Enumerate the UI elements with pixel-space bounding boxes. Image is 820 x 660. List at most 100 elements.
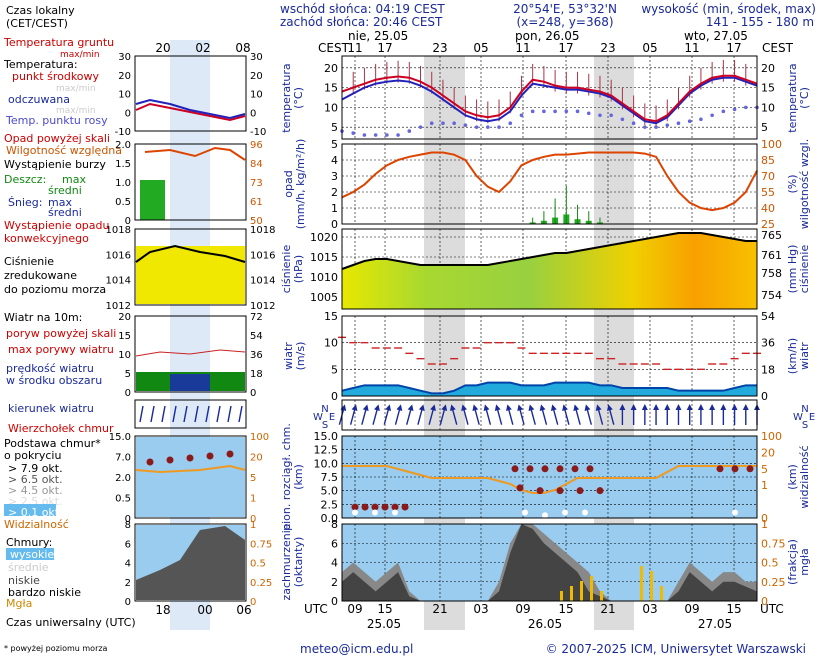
cloudiness-axis-title: (oktanty) (292, 537, 305, 588)
pressure-area (342, 233, 757, 309)
wind-tick: 0 (761, 390, 768, 403)
dew-point (530, 109, 535, 114)
wind-arrow-shaft (597, 407, 604, 425)
cloudiness-tick: 2 (331, 576, 338, 589)
legend-cl-high: wysokie (10, 548, 54, 561)
legend-panel-frame (134, 55, 247, 132)
wind-arrow (494, 404, 503, 425)
legend-tick: 36 (250, 350, 263, 361)
cloud-low-area (342, 524, 757, 601)
wind-arrow-head (396, 404, 403, 411)
hour-tick-top: 17 (558, 41, 573, 55)
cloud-tick: 0.0 (321, 512, 339, 525)
cloud-tick: 10.0 (314, 457, 339, 470)
fog-bar (590, 576, 593, 601)
temp-tick: 10 (761, 101, 775, 114)
hour-tick-bottom: 21 (432, 602, 447, 616)
dew-point (429, 121, 434, 125)
legend-tick: 2 (125, 578, 131, 589)
wind-arrow (472, 404, 480, 425)
legend-wind-arrow (227, 405, 232, 423)
wind-arrow-head (720, 404, 727, 410)
visibility-tick: 100 (761, 430, 782, 443)
legend-temp-felt: odczuwana (8, 93, 70, 106)
legend-tick: 1.0 (115, 178, 131, 189)
dew-point (732, 107, 737, 112)
legend-wind-dir: kierunek wiatru (8, 402, 94, 415)
pressure-tick: 1010 (310, 271, 338, 284)
cloud-base-dot (392, 509, 398, 516)
legend-wind-arrow (194, 405, 199, 423)
humidity-line (341, 151, 758, 212)
wind-arrow-head (675, 404, 682, 410)
wind-arrow (349, 404, 358, 425)
wind-arrow-shaft (586, 407, 593, 425)
wind-arrow-head (385, 404, 392, 411)
legend-panel-frame (134, 315, 247, 393)
utc-right: UTC (760, 602, 784, 616)
dew-point (721, 109, 726, 114)
cloud-tick: 5.0 (321, 485, 339, 498)
date-label: 27.05 (698, 617, 732, 631)
cloud-base-dot (526, 465, 534, 473)
visibility-tick: 1 (761, 479, 768, 492)
wind-arrow-head (653, 404, 660, 410)
wind-arrow-head (664, 404, 671, 410)
legend-cl-low: niskie (8, 574, 40, 587)
legend-fog: Mgła (6, 597, 32, 610)
temp-axis-title: temperatura (280, 63, 293, 132)
legend-temp-mid: punkt środkowy (12, 70, 100, 83)
dew-point (373, 133, 378, 137)
cloudiness-axis-title: zachmurzenie (280, 523, 293, 600)
legend-tick: 1018 (250, 225, 275, 236)
cloud-tick: 12.5 (314, 444, 339, 457)
cloud-base-dot (372, 509, 378, 516)
legend-tick: 1.5 (115, 159, 131, 170)
wind-arrow-shaft (529, 407, 536, 425)
cloud-base-dot (352, 509, 358, 516)
legend-tick: 5 (125, 369, 131, 380)
wind-arrow (406, 404, 414, 425)
humidity-tick: 40 (761, 202, 775, 215)
humidity-tick: 25 (761, 218, 775, 231)
wind-arrow (619, 404, 626, 425)
legend-tick: -10 (115, 127, 131, 138)
cloudiness-tick: 8 (331, 518, 338, 531)
wind-tick: 15 (324, 310, 338, 323)
wind-arrow (573, 404, 581, 425)
legend-panel-frame (134, 523, 247, 602)
dew-point (586, 111, 591, 116)
legend-tick: 0 (250, 108, 256, 119)
wind-area (342, 382, 757, 396)
legend-okt: > 7.9 okt. (8, 462, 63, 475)
wind-arrow (630, 404, 637, 425)
temp-axis-title: temperatura (786, 63, 799, 132)
wind-arrow-head (374, 404, 380, 411)
legend-cloud-dot (146, 458, 154, 466)
legend-pressure: do poziomu morza (4, 283, 106, 296)
legend-wind-arrow (139, 405, 144, 423)
wind-arrow-head (562, 404, 568, 411)
legend-humidity: Wilgotność względna (6, 144, 122, 157)
sunset-text: zachód słońca: 20:46 CEST (280, 15, 443, 29)
legend-tick: 0 (125, 597, 131, 608)
precip-tick: 1 (331, 202, 338, 215)
dew-point (553, 109, 557, 114)
cloud-base-dot (556, 465, 564, 473)
cloud-base-dot (511, 465, 519, 473)
compass-n: N (321, 404, 328, 415)
temp-tick: 5 (761, 121, 768, 134)
dew-point (351, 131, 356, 135)
wind-arrow-head (430, 404, 436, 411)
legend-wind-title: Wiatr na 10m: (4, 311, 82, 324)
legend-visibility-line (135, 464, 246, 474)
visibility-axis-title: widzialność (798, 445, 811, 508)
footer-email: meteo@icm.edu.pl (300, 642, 413, 656)
wind-arrow (562, 404, 570, 425)
temp-tick: 15 (324, 82, 338, 95)
pressure-tick: 765 (761, 229, 782, 242)
wind-arrow-head (472, 404, 479, 411)
wind-arrow (675, 404, 682, 425)
pressure-tick: 758 (761, 267, 782, 280)
hour-tick-top: 23 (432, 41, 447, 55)
